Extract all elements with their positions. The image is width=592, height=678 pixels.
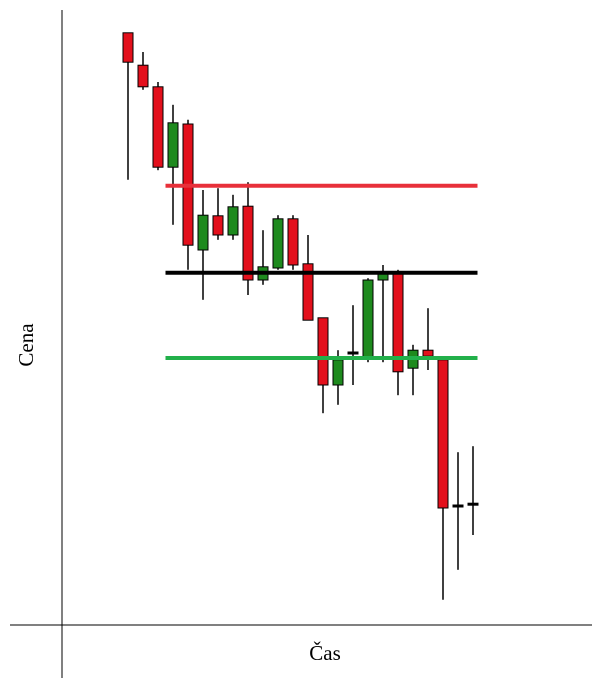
candle-body — [347, 351, 359, 355]
candle-body — [227, 206, 239, 236]
candle-body — [212, 215, 224, 236]
candle-body — [332, 359, 344, 386]
candle-body — [317, 317, 329, 386]
candle-body — [467, 502, 479, 506]
candle-body — [452, 504, 464, 508]
candle-body — [197, 214, 209, 251]
candle-body — [242, 205, 254, 281]
candle-body — [437, 359, 449, 509]
candle-body — [167, 122, 179, 168]
candle-body — [302, 263, 314, 321]
candle-body — [137, 64, 149, 88]
candle-body — [362, 279, 374, 359]
candle-body — [287, 218, 299, 266]
candle-body — [122, 32, 134, 63]
candle-body — [272, 218, 284, 269]
y-axis-label: Cena — [14, 323, 38, 367]
candle-body — [377, 273, 389, 281]
candle-body — [152, 86, 164, 168]
candle-body — [422, 349, 434, 357]
x-axis-label: Čas — [309, 641, 341, 665]
